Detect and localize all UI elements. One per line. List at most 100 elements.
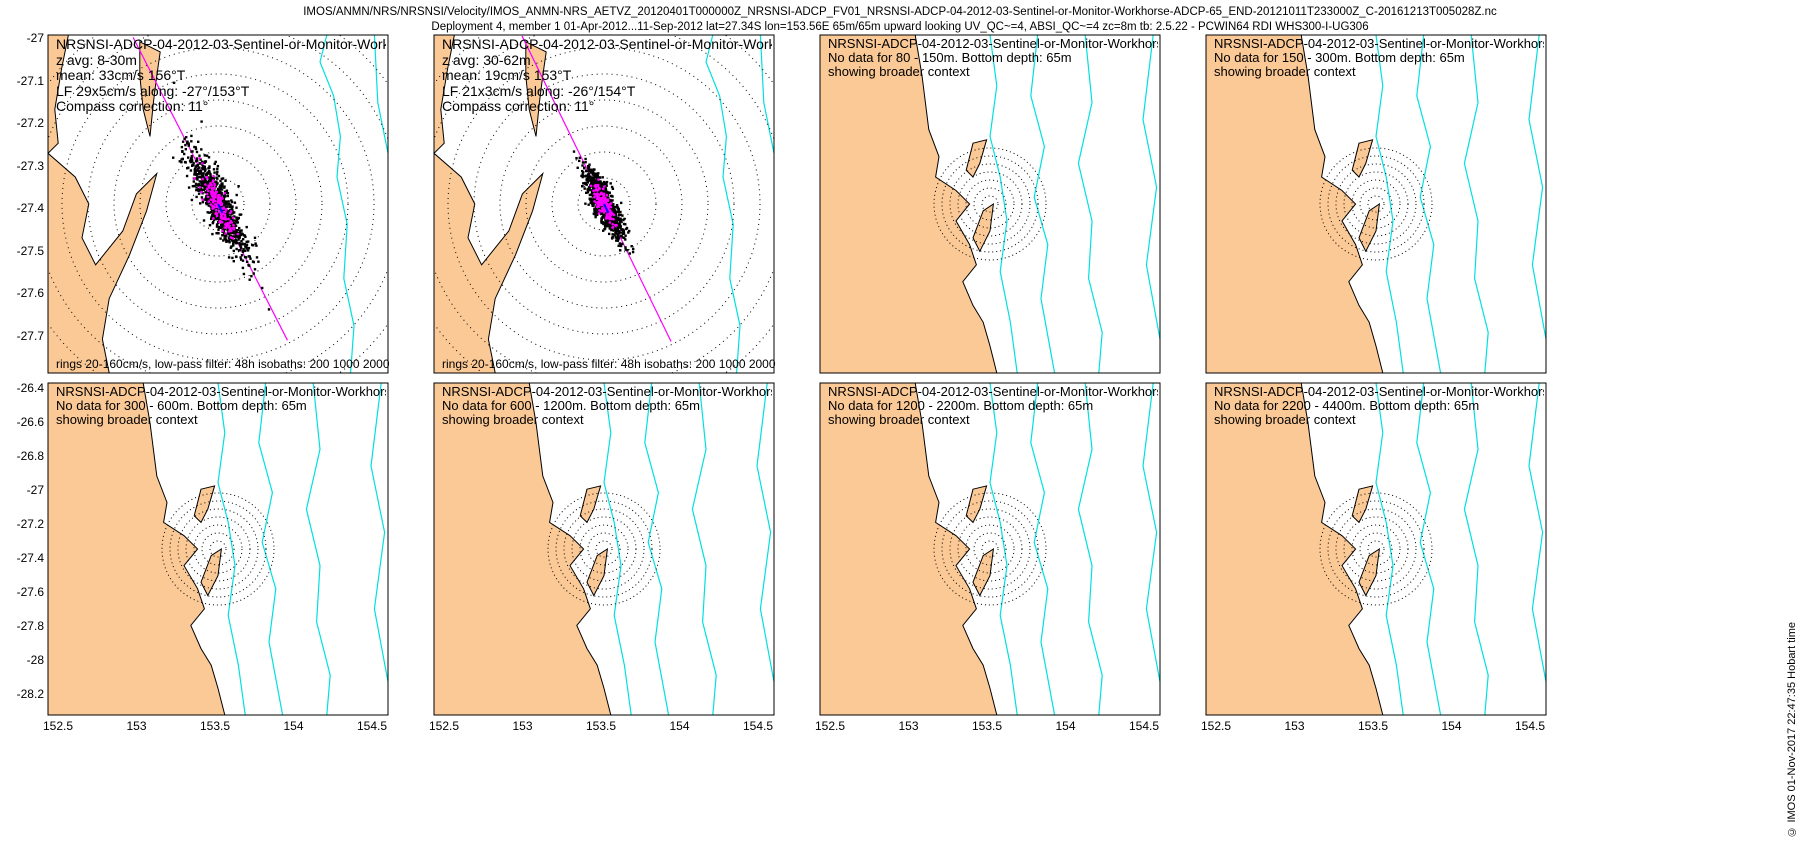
scatter-point: [223, 186, 226, 189]
land-area: [434, 152, 544, 373]
speed-ring: [1335, 508, 1417, 590]
scatter-point: [235, 193, 238, 197]
lowpass-point: [216, 205, 219, 209]
scatter-point: [592, 188, 595, 191]
scatter-point: [589, 198, 593, 201]
scatter-point: [590, 200, 593, 203]
lowpass-point: [228, 211, 232, 215]
scatter-point: [624, 234, 627, 237]
y-tick-label: -27.6: [16, 286, 44, 301]
panel-info-line: z avg: 8-30m: [56, 52, 137, 68]
scatter-point: [191, 160, 194, 163]
map-panel-4: [1205, 34, 1547, 374]
scatter-point: [595, 199, 598, 202]
speed-ring: [139, 125, 297, 283]
scatter-point: [624, 248, 627, 251]
speed-ring: [941, 155, 1039, 253]
scatter-point: [614, 219, 617, 222]
scatter-point: [229, 234, 232, 238]
scatter-point: [607, 194, 610, 197]
scatter-point: [195, 186, 198, 189]
lowpass-point: [226, 222, 229, 225]
lowpass-point: [221, 212, 224, 216]
lowpass-point: [598, 193, 601, 197]
scatter-point: [190, 198, 194, 202]
map-panel-8: [1205, 382, 1547, 716]
panel-title: NRSNSI-ADCP-04-2012-03-Sentinel-or-Monit…: [56, 385, 386, 399]
scatter-point: [206, 191, 209, 194]
y-tick-label: -26.6: [16, 415, 44, 429]
island: [1358, 202, 1381, 253]
scatter-point: [592, 194, 595, 197]
lowpass-point: [236, 232, 240, 236]
scatter-point: [581, 185, 584, 188]
scatter-point: [605, 223, 609, 227]
scatter-point: [627, 231, 630, 234]
scatter-point: [237, 249, 241, 252]
scatter-point: [578, 159, 581, 163]
scatter-point: [602, 216, 605, 219]
lowpass-point: [219, 201, 223, 204]
scatter-point: [198, 180, 201, 183]
panel-info-line: showing broader context: [828, 413, 970, 427]
scatter-point: [234, 232, 237, 235]
scatter-point: [235, 221, 238, 224]
scatter-point: [201, 201, 205, 204]
scatter-point: [222, 218, 225, 222]
scatter-point: [594, 215, 597, 219]
lowpass-point: [220, 220, 224, 224]
panel-info-line: LF 29x5cm/s along: -27°/153°T: [56, 83, 250, 99]
scatter-point: [221, 234, 224, 237]
scatter-point: [222, 202, 226, 206]
scatter-point: [211, 221, 214, 225]
scatter-point: [217, 216, 220, 219]
scatter-point: [237, 238, 240, 241]
lowpass-point: [601, 196, 605, 200]
scatter-point: [178, 160, 181, 163]
lowpass-point: [224, 210, 227, 213]
panel-info-line: No data for 1200 - 2200m. Bottom depth: …: [828, 399, 1094, 413]
scatter-point: [226, 192, 230, 195]
scatter-point: [189, 169, 193, 172]
lowpass-point: [205, 187, 209, 190]
speed-ring: [1367, 540, 1385, 558]
lowpass-point: [212, 205, 216, 209]
scatter-point: [584, 175, 587, 178]
scatter-point: [227, 202, 231, 206]
speed-ring: [1351, 524, 1401, 574]
scatter-point: [231, 231, 234, 235]
speed-ring: [595, 540, 613, 558]
scatter-point: [200, 181, 203, 184]
scatter-point: [580, 174, 583, 178]
lowpass-point: [600, 198, 604, 202]
lowpass-point: [601, 201, 604, 204]
lowpass-point: [232, 216, 235, 220]
scatter-point: [611, 203, 615, 207]
isobath-line: [1528, 35, 1546, 340]
lowpass-point: [201, 198, 204, 201]
scatter-point: [230, 225, 233, 228]
scatter-point: [593, 175, 596, 178]
lowpass-point: [601, 187, 605, 191]
scatter-point: [253, 236, 257, 239]
scatter-point: [222, 239, 225, 242]
panel-content: [48, 383, 388, 715]
y-tick-label: -27.7: [16, 329, 44, 343]
scatter-point: [225, 191, 228, 194]
scatter-point: [248, 278, 251, 281]
scatter-point: [237, 235, 240, 239]
scatter-point: [195, 157, 199, 160]
scatter-point: [614, 205, 617, 209]
panel-content: [1206, 35, 1546, 373]
lowpass-point: [212, 196, 215, 199]
scatter-point: [208, 179, 211, 183]
scatter-point: [602, 222, 605, 226]
scatter-point: [581, 161, 585, 164]
scatter-point: [239, 246, 243, 249]
scatter-point: [616, 226, 619, 229]
speed-ring: [587, 532, 621, 566]
y-tick-label: -27.4: [16, 201, 44, 216]
scatter-point: [603, 228, 606, 231]
speed-ring: [1319, 147, 1433, 261]
scatter-point: [610, 219, 614, 223]
